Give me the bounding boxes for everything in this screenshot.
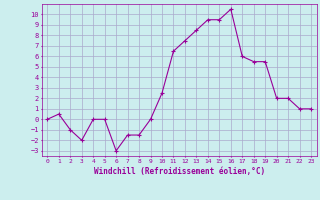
X-axis label: Windchill (Refroidissement éolien,°C): Windchill (Refroidissement éolien,°C) xyxy=(94,167,265,176)
